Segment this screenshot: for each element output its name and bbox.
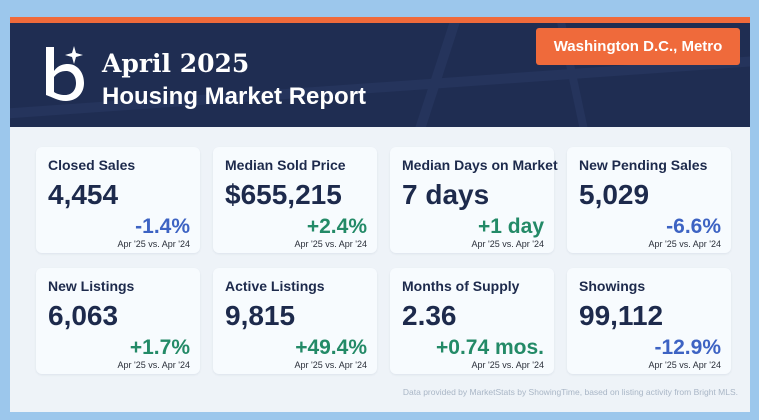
metric-period: Apr '25 vs. Apr '24 bbox=[648, 360, 721, 370]
metric-change: -1.4% bbox=[135, 215, 190, 238]
b-star-logo-icon bbox=[46, 46, 84, 101]
metric-change: -6.6% bbox=[666, 215, 721, 238]
report-header: April 2025 Housing Market Report Washing… bbox=[10, 23, 750, 127]
metric-card-showings: Showings 99,112 -12.9% Apr '25 vs. Apr '… bbox=[567, 268, 731, 374]
metric-label: Months of Supply bbox=[402, 278, 520, 294]
metrics-grid: Closed Sales 4,454 -1.4% Apr '25 vs. Apr… bbox=[36, 147, 732, 380]
metric-card-median-days-on-market: Median Days on Market 7 days +1 day Apr … bbox=[390, 147, 558, 253]
metric-card-closed-sales: Closed Sales 4,454 -1.4% Apr '25 vs. Apr… bbox=[36, 147, 200, 253]
metric-label: Showings bbox=[579, 278, 646, 294]
metric-change: +2.4% bbox=[306, 215, 367, 238]
metric-period: Apr '25 vs. Apr '24 bbox=[471, 360, 544, 370]
metric-change: +1.7% bbox=[129, 336, 190, 359]
metric-change: +49.4% bbox=[295, 336, 367, 359]
metric-value: 9,815 bbox=[225, 300, 296, 331]
metric-label: Median Days on Market bbox=[402, 157, 558, 173]
metric-change: +1 day bbox=[478, 215, 544, 238]
metric-card-months-of-supply: Months of Supply 2.36 +0.74 mos. Apr '25… bbox=[390, 268, 554, 374]
data-source-footnote: Data provided by MarketStats by ShowingT… bbox=[402, 387, 738, 397]
metric-label: New Listings bbox=[48, 278, 135, 294]
metric-label: New Pending Sales bbox=[579, 157, 708, 173]
metric-value: 2.36 bbox=[402, 300, 457, 331]
metric-card-new-listings: New Listings 6,063 +1.7% Apr '25 vs. Apr… bbox=[36, 268, 200, 374]
metric-label: Active Listings bbox=[225, 278, 325, 294]
metric-value: 6,063 bbox=[48, 300, 119, 331]
report-title: Housing Market Report bbox=[102, 83, 367, 110]
map-road-decoration bbox=[405, 23, 465, 127]
metric-label: Median Sold Price bbox=[225, 157, 346, 173]
metric-label: Closed Sales bbox=[48, 157, 136, 173]
metric-period: Apr '25 vs. Apr '24 bbox=[117, 239, 190, 249]
metric-period: Apr '25 vs. Apr '24 bbox=[648, 239, 721, 249]
metric-value: 5,029 bbox=[579, 179, 650, 210]
metric-change: +0.74 mos. bbox=[436, 336, 544, 359]
metric-period: Apr '25 vs. Apr '24 bbox=[294, 239, 367, 249]
metric-period: Apr '25 vs. Apr '24 bbox=[471, 239, 544, 249]
metric-card-active-listings: Active Listings 9,815 +49.4% Apr '25 vs.… bbox=[213, 268, 377, 374]
metric-card-new-pending-sales: New Pending Sales 5,029 -6.6% Apr '25 vs… bbox=[567, 147, 731, 253]
metric-value: 99,112 bbox=[579, 300, 664, 331]
report-title-month: April 2025 bbox=[102, 49, 250, 78]
region-badge: Washington D.C., Metro bbox=[536, 28, 740, 65]
metric-period: Apr '25 vs. Apr '24 bbox=[294, 360, 367, 370]
metric-period: Apr '25 vs. Apr '24 bbox=[117, 360, 190, 370]
metric-card-median-sold-price: Median Sold Price $655,215 +2.4% Apr '25… bbox=[213, 147, 377, 253]
metric-value: $655,215 bbox=[225, 179, 342, 210]
top-accent-bar bbox=[10, 17, 750, 23]
metric-value: 4,454 bbox=[48, 179, 119, 210]
metric-value: 7 days bbox=[402, 179, 490, 210]
report-card: April 2025 Housing Market Report Washing… bbox=[10, 17, 750, 412]
metric-change: -12.9% bbox=[654, 336, 721, 359]
